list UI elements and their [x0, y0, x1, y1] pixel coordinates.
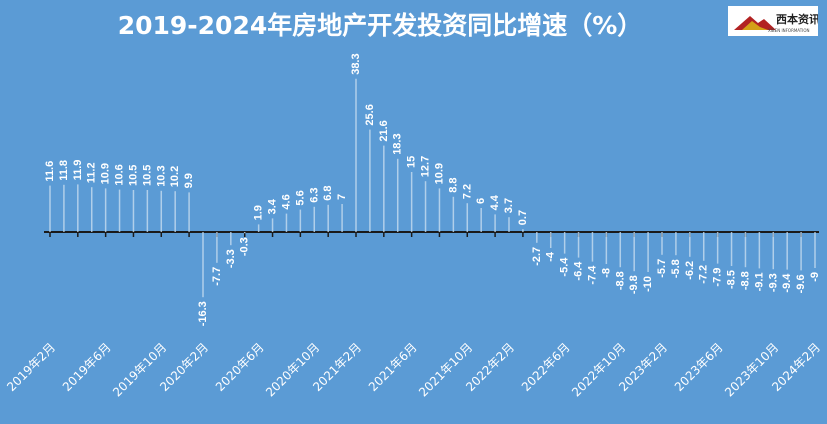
- data-label: 7: [336, 194, 348, 200]
- data-label: -2.7: [531, 247, 543, 266]
- data-label: -8.8: [614, 271, 626, 290]
- data-label: 10.5: [127, 165, 139, 186]
- x-tick-label: 2022年6月: [519, 340, 573, 394]
- logo-mark-icon: 西本资讯 XIBEN INFORMATION: [734, 12, 820, 33]
- data-label: 8.8: [447, 178, 459, 193]
- data-label: 6.8: [322, 186, 334, 201]
- data-label: -7.7: [211, 267, 223, 286]
- data-label: 9.9: [183, 173, 195, 188]
- data-label: 7.2: [461, 184, 473, 199]
- svg-text:XIBEN INFORMATION: XIBEN INFORMATION: [768, 28, 810, 33]
- x-tick-label: 2021年10月: [416, 340, 475, 399]
- data-label: 10.9: [100, 163, 112, 184]
- data-label: 3.4: [267, 198, 279, 214]
- data-label: -6.2: [684, 261, 696, 280]
- data-label: -5.8: [670, 259, 682, 278]
- data-label: 6: [475, 198, 487, 204]
- data-label: 38.3: [350, 53, 362, 74]
- data-label: 4.4: [489, 194, 501, 210]
- data-label: -7.2: [698, 265, 710, 284]
- data-label: -10: [642, 276, 654, 292]
- x-tick-label: 2023年10月: [722, 340, 781, 399]
- data-label: -8.8: [739, 271, 751, 290]
- data-label: -3.3: [225, 249, 237, 268]
- data-label: -8: [600, 268, 612, 278]
- data-label: -9.4: [781, 273, 793, 293]
- data-label: 1.9: [253, 205, 265, 220]
- data-label: -5.7: [656, 259, 668, 278]
- x-tick-label: 2019年10月: [110, 340, 169, 399]
- data-label: 11.6: [44, 161, 56, 182]
- svg-text:西本资讯: 西本资讯: [776, 12, 818, 26]
- data-label: -0.3: [239, 237, 251, 256]
- data-label: 15: [406, 156, 418, 168]
- x-tick-label: 2023年6月: [672, 340, 726, 394]
- data-label: 10.9: [433, 163, 445, 184]
- data-label: 10.6: [114, 164, 126, 185]
- data-label: -7.9: [712, 268, 724, 287]
- data-label: -5.4: [559, 257, 571, 277]
- data-label: 10.5: [141, 165, 153, 186]
- x-tick-label: 2019年6月: [60, 340, 114, 394]
- data-label: 5.6: [294, 190, 306, 205]
- data-label: -6.4: [573, 261, 585, 281]
- data-label: -8.5: [726, 270, 738, 289]
- data-label: 10.3: [155, 165, 167, 186]
- data-label: 0.7: [517, 210, 529, 225]
- data-label: -9.3: [767, 273, 779, 292]
- data-label: 11.9: [72, 160, 84, 181]
- data-label: -4: [545, 251, 557, 262]
- data-label: -7.4: [586, 265, 598, 285]
- data-label: -9.8: [628, 275, 640, 294]
- data-label: 18.3: [392, 133, 404, 154]
- data-label: 10.2: [169, 166, 181, 187]
- data-label: 12.7: [420, 156, 432, 177]
- data-label: 4.6: [280, 194, 292, 209]
- data-label: 11.8: [58, 160, 70, 181]
- data-label: 21.6: [378, 120, 390, 141]
- data-label: -9.1: [753, 272, 765, 291]
- data-label: 6.3: [308, 188, 320, 203]
- chart-title: 2019-2024年房地产开发投资同比增速（%）: [117, 11, 643, 40]
- data-label: 3.7: [503, 198, 515, 213]
- data-label: -9.6: [795, 274, 807, 293]
- logo: 西本资讯 XIBEN INFORMATION: [728, 6, 820, 36]
- data-label: -16.3: [197, 301, 209, 326]
- x-tick-label: 2020年10月: [263, 340, 322, 399]
- x-tick-label: 2021年6月: [366, 340, 420, 394]
- x-tick-label: 2020年6月: [213, 340, 267, 394]
- data-label: -9: [809, 272, 821, 282]
- data-label: 11.2: [86, 162, 98, 183]
- x-tick-label: 2019年2月: [4, 340, 58, 394]
- data-label: 25.6: [364, 104, 376, 125]
- x-tick-label: 2022年10月: [569, 340, 628, 399]
